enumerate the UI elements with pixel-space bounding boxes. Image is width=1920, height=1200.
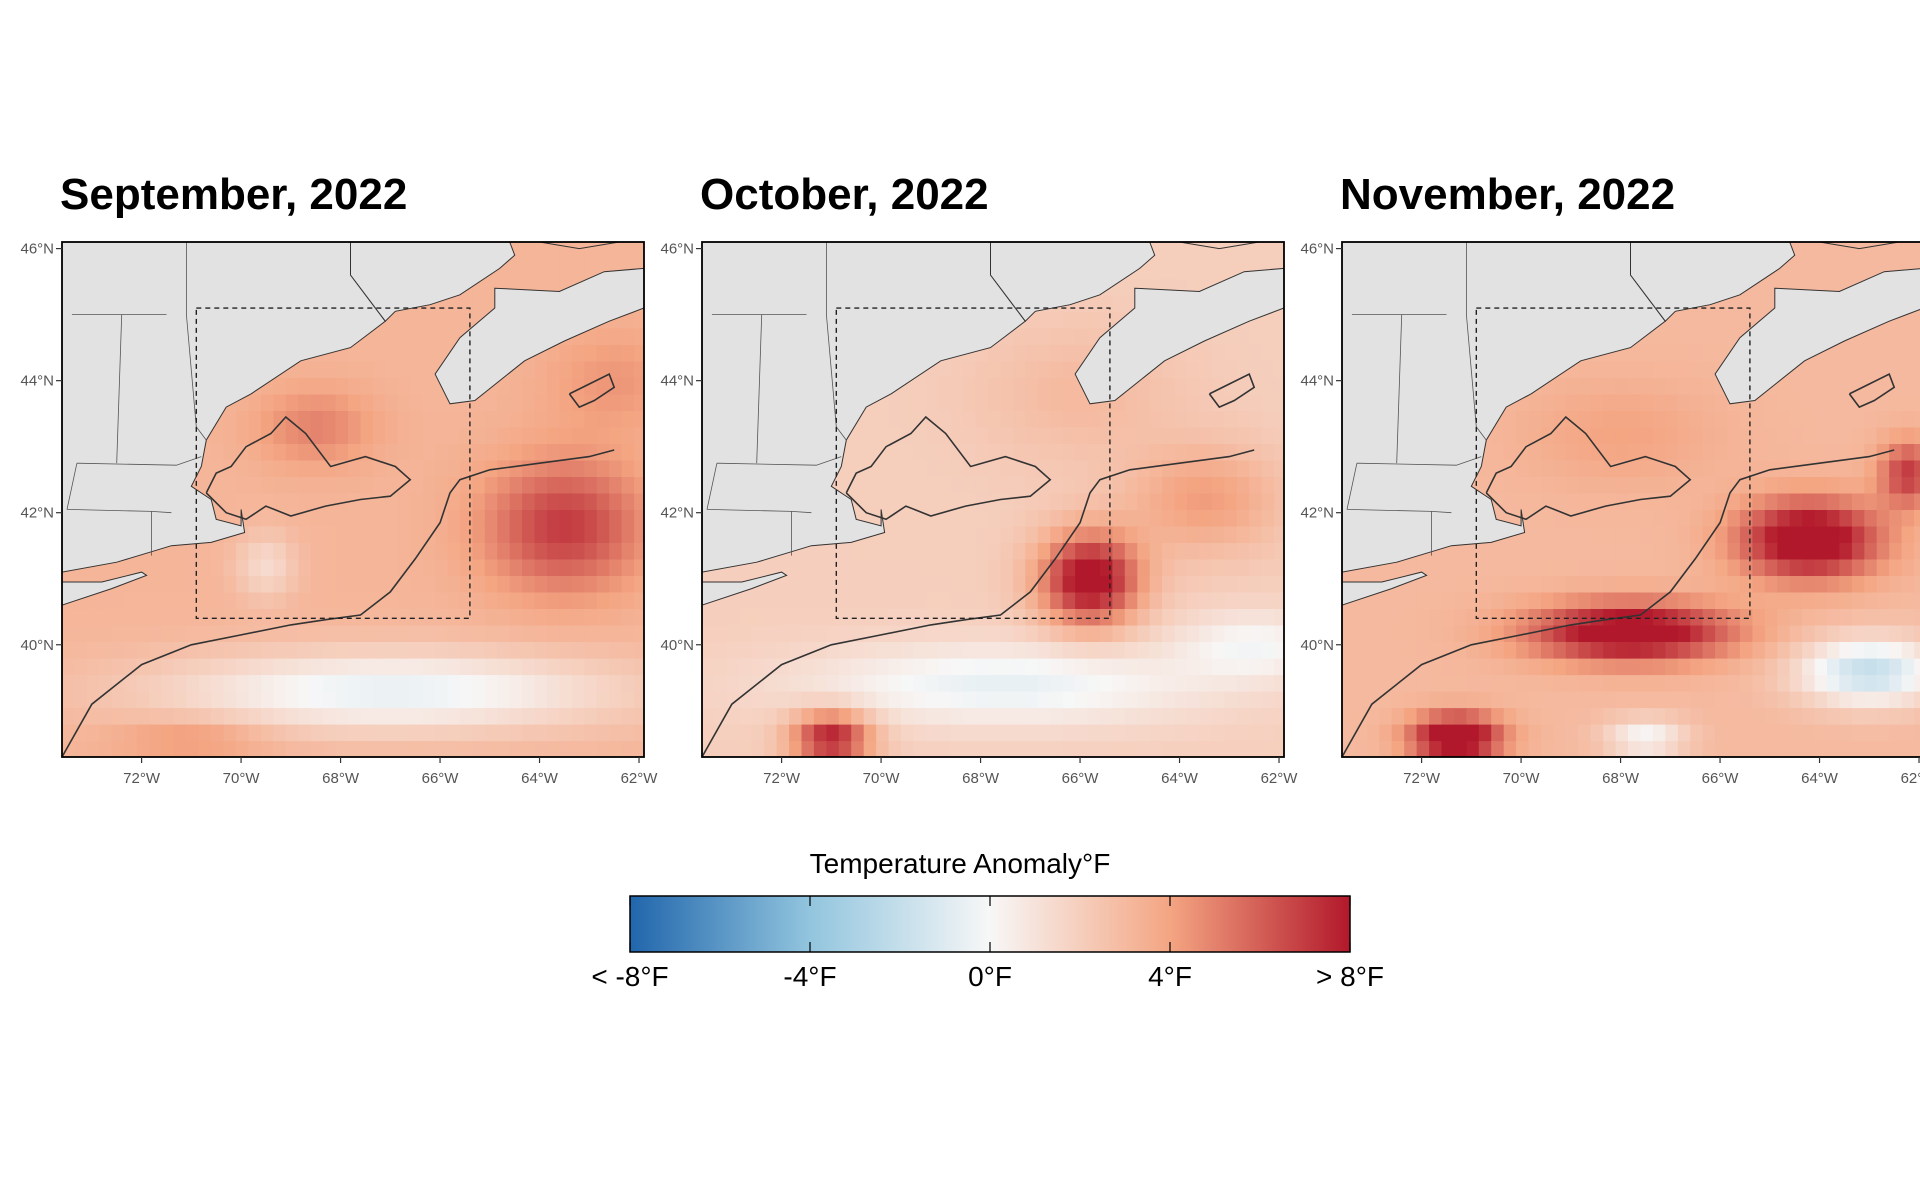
lat-tick-label: 44°N bbox=[660, 373, 694, 390]
colorbar-label: 4°F bbox=[1148, 961, 1192, 992]
land-mass bbox=[1342, 242, 1920, 606]
lon-tick-label: 70°W bbox=[863, 770, 901, 787]
lat-tick-label: 46°N bbox=[1300, 241, 1334, 258]
lon-tick-label: 64°W bbox=[521, 770, 559, 787]
panel-november: November, 2022 72°W 70°W 68°W 66°W 64°W 62°W 4… bbox=[1300, 170, 1920, 810]
anomaly-map-october: 72°W 70°W 68°W 66°W 64°W 62°W 46°N 44°N 42°N 40°N bbox=[660, 241, 1298, 787]
colorbar-label: 0°F bbox=[968, 961, 1012, 992]
colorbar-label: > 8°F bbox=[1316, 961, 1384, 992]
lat-tick-label: 44°N bbox=[20, 373, 54, 390]
lat-tick-label: 42°N bbox=[660, 505, 694, 522]
legend-colorbar: < -8°F -4°F 0°F 4°F > 8°F bbox=[591, 895, 1384, 992]
lon-tick-label: 68°W bbox=[1602, 770, 1640, 787]
lat-tick-label: 46°N bbox=[20, 241, 54, 258]
lon-tick-label: 62°W bbox=[1261, 770, 1299, 787]
lon-tick-label: 72°W bbox=[1403, 770, 1441, 787]
study-region-box bbox=[835, 307, 1111, 620]
legend-title: Temperature Anomaly°F bbox=[809, 848, 1111, 879]
lat-tick-label: 40°N bbox=[660, 637, 694, 654]
lon-tick-label: 70°W bbox=[223, 770, 261, 787]
panel-title: November, 2022 bbox=[1340, 170, 1676, 219]
map-frame bbox=[701, 241, 1285, 758]
land-mass bbox=[702, 242, 1284, 606]
lat-tick-label: 42°N bbox=[1300, 505, 1334, 522]
lat-tick-label: 40°N bbox=[20, 637, 54, 654]
lat-tick-label: 42°N bbox=[20, 505, 54, 522]
lon-tick-label: 68°W bbox=[322, 770, 360, 787]
color-legend: Temperature Anomaly°F < -8°F -4°F 0°F 4°F > … bbox=[580, 840, 1384, 1000]
lon-tick-label: 64°W bbox=[1161, 770, 1199, 787]
lon-tick-label: 66°W bbox=[422, 770, 460, 787]
anomaly-map-september: 72°W 70°W 68°W 66°W 64°W 62°W 46°N 44°N 42°N 40°N bbox=[20, 241, 658, 787]
lon-tick-label: 64°W bbox=[1801, 770, 1839, 787]
anomaly-map-november: 72°W 70°W 68°W 66°W 64°W 62°W 46°N 44°N 42°N 40°N bbox=[1300, 241, 1920, 787]
lon-tick-label: 66°W bbox=[1702, 770, 1740, 787]
study-region-box bbox=[195, 307, 471, 620]
lon-tick-label: 66°W bbox=[1062, 770, 1100, 787]
study-region-box bbox=[1475, 307, 1751, 620]
lon-tick-label: 68°W bbox=[962, 770, 1000, 787]
lat-tick-label: 46°N bbox=[660, 241, 694, 258]
lon-tick-label: 62°W bbox=[1901, 770, 1920, 787]
bathymetry-contours bbox=[702, 372, 1256, 757]
colorbar-label: -4°F bbox=[783, 961, 836, 992]
panel-title: September, 2022 bbox=[60, 170, 408, 219]
lat-tick-label: 44°N bbox=[1300, 373, 1334, 390]
lat-tick-label: 40°N bbox=[1300, 637, 1334, 654]
panel-september: September, 2022 72°W 70°W 68°W 66°W 64°W 62°W… bbox=[20, 170, 690, 810]
lon-tick-label: 70°W bbox=[1503, 770, 1541, 787]
panel-october: October, 2022 72°W 70°W 68°W 66°W 64°W 62°W 46… bbox=[660, 170, 1330, 810]
panel-title: October, 2022 bbox=[700, 170, 989, 219]
colorbar-label: < -8°F bbox=[591, 961, 668, 992]
bathymetry-contours bbox=[62, 372, 616, 757]
lon-tick-label: 62°W bbox=[621, 770, 659, 787]
map-frame bbox=[61, 241, 645, 758]
map-frame bbox=[1341, 241, 1920, 758]
lon-tick-label: 72°W bbox=[123, 770, 161, 787]
bathymetry-contours bbox=[1342, 372, 1896, 757]
lon-tick-label: 72°W bbox=[763, 770, 801, 787]
